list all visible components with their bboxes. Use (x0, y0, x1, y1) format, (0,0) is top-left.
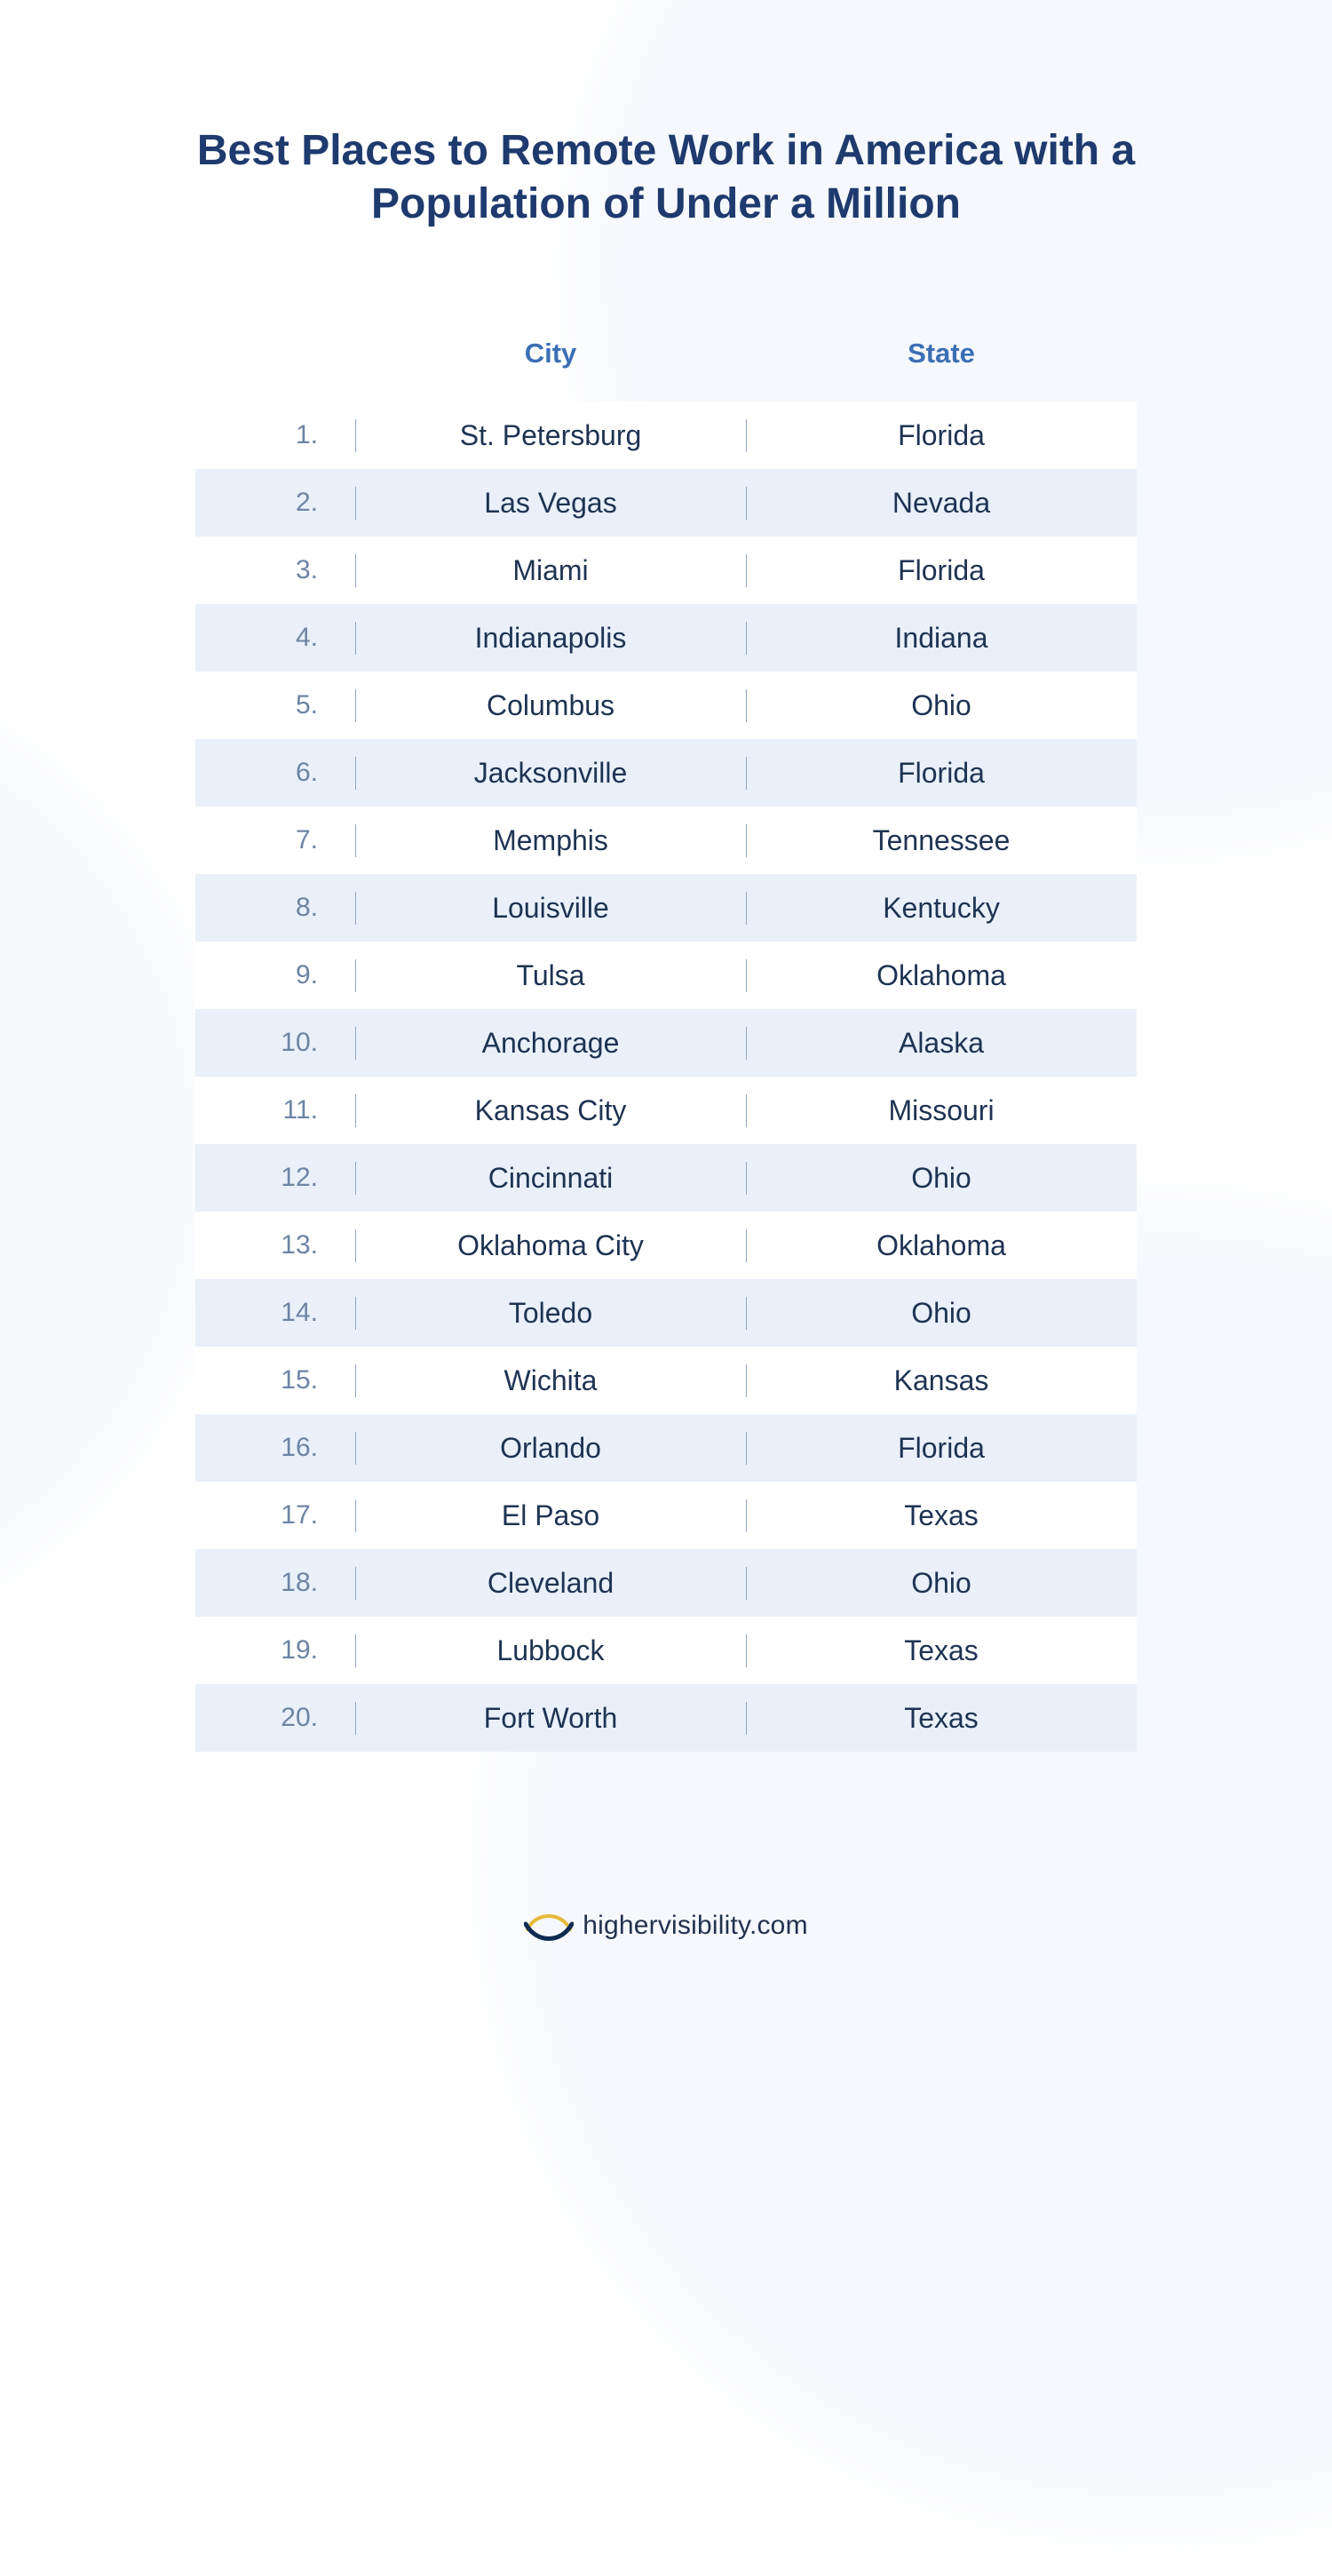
city-cell: Indianapolis (355, 622, 746, 655)
city-cell: Oklahoma City (355, 1229, 746, 1262)
table-row: 14.ToledoOhio (195, 1279, 1137, 1347)
city-cell: El Paso (355, 1499, 746, 1532)
state-cell: Florida (746, 1432, 1137, 1465)
state-cell: Kentucky (746, 892, 1137, 925)
city-cell: Anchorage (355, 1027, 746, 1060)
rank-cell: 20. (195, 1703, 355, 1733)
footer: highervisibility.com (0, 1906, 1332, 1945)
state-cell: Nevada (746, 487, 1137, 520)
rankings-table: City State 1.St. PetersburgFlorida2.Las … (195, 338, 1137, 1752)
state-cell: Tennessee (746, 824, 1137, 857)
rank-cell: 12. (195, 1163, 355, 1193)
state-cell: Alaska (746, 1027, 1137, 1060)
rank-cell: 10. (195, 1028, 355, 1058)
city-cell: Kansas City (355, 1094, 746, 1127)
city-cell: Columbus (355, 689, 746, 722)
city-cell: Jacksonville (355, 757, 746, 790)
rank-cell: 11. (195, 1095, 355, 1125)
city-cell: Toledo (355, 1297, 746, 1330)
rank-cell: 2. (195, 488, 355, 518)
city-cell: Cincinnati (355, 1162, 746, 1195)
rank-cell: 3. (195, 555, 355, 585)
city-cell: Miami (355, 554, 746, 587)
city-cell: Memphis (355, 824, 746, 857)
state-cell: Missouri (746, 1094, 1137, 1127)
state-cell: Ohio (746, 1567, 1137, 1600)
brand-logo: highervisibility.com (524, 1906, 808, 1945)
page-title: Best Places to Remote Work in America wi… (178, 124, 1154, 231)
city-cell: Lubbock (355, 1634, 746, 1667)
rank-cell: 15. (195, 1365, 355, 1395)
rank-cell: 17. (195, 1500, 355, 1530)
state-cell: Oklahoma (746, 1229, 1137, 1262)
table-row: 17.El PasoTexas (195, 1482, 1137, 1549)
table-row: 4.IndianapolisIndiana (195, 604, 1137, 672)
rank-cell: 8. (195, 893, 355, 923)
rank-cell: 9. (195, 960, 355, 990)
table-row: 11.Kansas CityMissouri (195, 1077, 1137, 1144)
table-row: 12.CincinnatiOhio (195, 1144, 1137, 1212)
table-row: 3.MiamiFlorida (195, 537, 1137, 604)
rank-cell: 6. (195, 758, 355, 788)
table-row: 9.TulsaOklahoma (195, 942, 1137, 1009)
city-cell: Louisville (355, 892, 746, 925)
city-cell: Fort Worth (355, 1702, 746, 1735)
table-row: 8.LouisvilleKentucky (195, 874, 1137, 942)
state-cell: Texas (746, 1499, 1137, 1532)
rank-cell: 14. (195, 1298, 355, 1328)
city-cell: Orlando (355, 1432, 746, 1465)
state-cell: Texas (746, 1702, 1137, 1735)
rank-cell: 16. (195, 1433, 355, 1463)
table-row: 13.Oklahoma CityOklahoma (195, 1212, 1137, 1279)
table-row: 7.MemphisTennessee (195, 807, 1137, 874)
rank-cell: 19. (195, 1635, 355, 1666)
state-cell: Ohio (746, 1297, 1137, 1330)
rank-cell: 5. (195, 690, 355, 720)
state-cell: Indiana (746, 622, 1137, 655)
brand-name: highervisibility.com (583, 1911, 808, 1941)
state-cell: Kansas (746, 1364, 1137, 1397)
table-row: 6.JacksonvilleFlorida (195, 739, 1137, 807)
swoosh-icon (524, 1906, 574, 1945)
table-row: 2.Las VegasNevada (195, 469, 1137, 537)
state-cell: Florida (746, 419, 1137, 452)
state-cell: Oklahoma (746, 959, 1137, 992)
table-header: City State (195, 338, 1137, 370)
table-row: 18.ClevelandOhio (195, 1549, 1137, 1617)
state-cell: Florida (746, 757, 1137, 790)
city-cell: Cleveland (355, 1567, 746, 1600)
table-row: 5.ColumbusOhio (195, 672, 1137, 739)
rank-cell: 4. (195, 623, 355, 653)
table-row: 15.WichitaKansas (195, 1347, 1137, 1414)
city-cell: St. Petersburg (355, 419, 746, 452)
table-row: 10.AnchorageAlaska (195, 1009, 1137, 1077)
rank-cell: 18. (195, 1568, 355, 1598)
state-cell: Ohio (746, 689, 1137, 722)
table-row: 16.OrlandoFlorida (195, 1414, 1137, 1482)
column-header-state: State (746, 338, 1137, 370)
rank-cell: 7. (195, 825, 355, 855)
rank-cell: 1. (195, 420, 355, 450)
rank-cell: 13. (195, 1230, 355, 1260)
city-cell: Tulsa (355, 959, 746, 992)
table-row: 19.LubbockTexas (195, 1617, 1137, 1684)
city-cell: Las Vegas (355, 487, 746, 520)
city-cell: Wichita (355, 1364, 746, 1397)
state-cell: Texas (746, 1634, 1137, 1667)
table-row: 20.Fort WorthTexas (195, 1684, 1137, 1752)
state-cell: Ohio (746, 1162, 1137, 1195)
state-cell: Florida (746, 554, 1137, 587)
column-header-city: City (355, 338, 746, 370)
table-row: 1.St. PetersburgFlorida (195, 402, 1137, 469)
